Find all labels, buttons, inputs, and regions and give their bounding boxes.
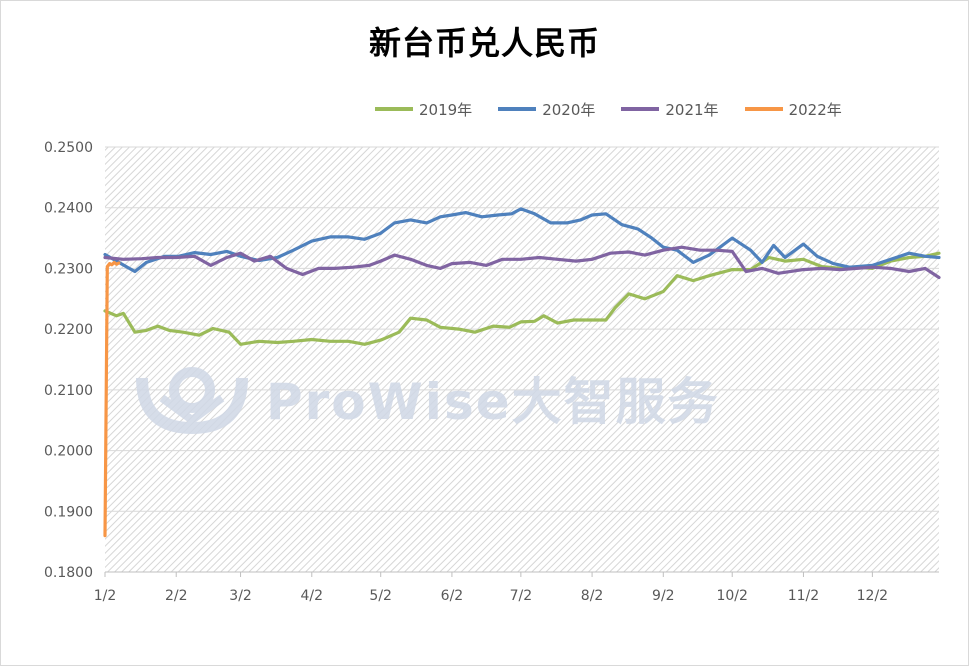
y-tick-label: 0.2400 [44, 201, 93, 217]
x-tick-label: 6/2 [441, 588, 464, 604]
x-tick-label: 12/2 [857, 588, 888, 604]
x-tick-label: 8/2 [581, 588, 604, 604]
legend-label-2020: 2020年 [542, 100, 596, 119]
legend-label-2021: 2021年 [665, 100, 719, 119]
y-tick-label: 0.2300 [44, 261, 93, 277]
legend-swatch-2021 [621, 107, 660, 111]
y-tick-label: 0.2000 [44, 444, 93, 460]
x-tick-label: 3/2 [229, 588, 252, 604]
series-lines [103, 207, 941, 538]
x-tick-label: 5/2 [369, 588, 392, 604]
y-tick-label: 0.2200 [44, 322, 93, 338]
y-tick-label: 0.2100 [44, 383, 93, 399]
legend-label-2022: 2022年 [788, 100, 842, 119]
x-tick-label: 9/2 [652, 588, 675, 604]
plot-area-background [105, 147, 939, 572]
legend-item-2021: 2021年 [621, 99, 719, 120]
axes: 0.1800 0.1900 0.2000 0.2100 0.2200 0.2300 0.24… [44, 140, 888, 604]
legend-swatch-2019 [375, 107, 413, 111]
prowise-logo-icon [136, 367, 248, 435]
x-tick-label: 10/2 [716, 588, 747, 604]
x-tick-label: 2/2 [165, 588, 188, 604]
legend-item-2019: 2019年 [375, 99, 472, 120]
legend-item-2020: 2020年 [498, 99, 595, 120]
series-line-2019 [103, 251, 941, 346]
x-tick-label: 7/2 [510, 588, 533, 604]
chart-title: 新台币兑人民币 [368, 24, 600, 62]
series-line-2022 [103, 260, 121, 538]
watermark-text: ProWise大智服务 [266, 373, 720, 431]
legend-swatch-2020 [498, 107, 537, 111]
series-line-2020 [103, 207, 941, 274]
x-tick-label: 11/2 [788, 588, 819, 604]
x-tick-label: 1/2 [94, 588, 117, 604]
legend-label-2019: 2019年 [419, 100, 473, 119]
y-tick-label: 0.1900 [44, 504, 93, 520]
legend-item-2022: 2022年 [744, 99, 842, 120]
x-tick-label: 4/2 [301, 588, 324, 604]
chart-legend: 2019年 2020年 2021年 2022年 [375, 98, 868, 120]
legend-swatch-2022 [744, 107, 783, 111]
y-tick-label: 0.2500 [44, 140, 93, 156]
watermark: ProWise大智服务 [132, 358, 720, 438]
y-tick-label: 0.1800 [44, 565, 93, 581]
series-line-2021 [103, 245, 941, 280]
